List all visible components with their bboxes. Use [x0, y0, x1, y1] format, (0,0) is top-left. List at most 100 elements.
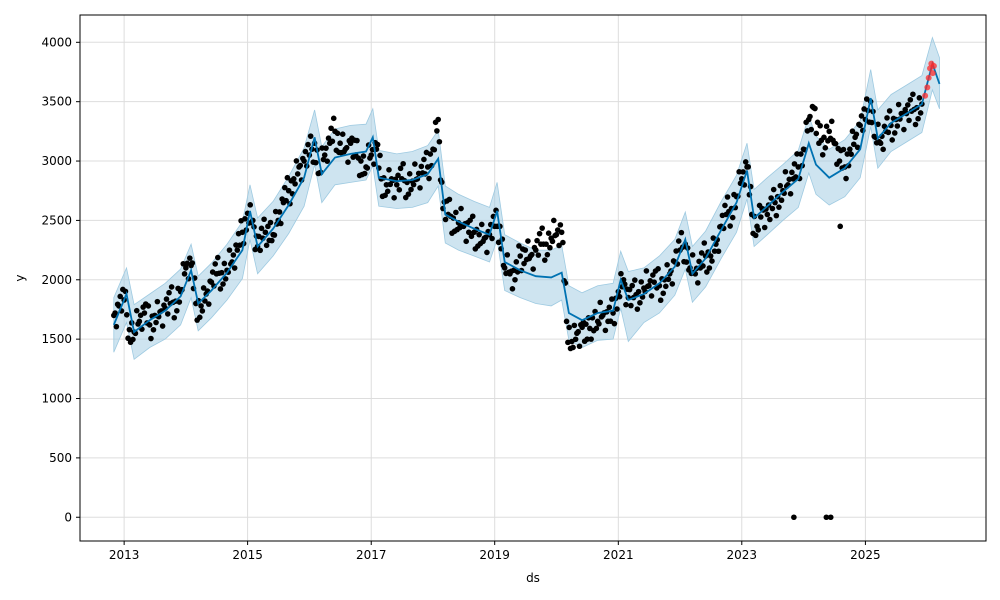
- observed-point: [907, 96, 914, 103]
- observed-point: [660, 290, 667, 297]
- observed-point: [434, 128, 440, 134]
- observed-point: [698, 250, 705, 256]
- outlier-point: [791, 514, 797, 521]
- y-tick-label: 3500: [41, 95, 72, 109]
- observed-point: [513, 259, 520, 265]
- observed-point: [536, 230, 543, 237]
- observed-point: [777, 182, 784, 189]
- observed-point: [742, 159, 749, 165]
- observed-point: [168, 284, 175, 290]
- observed-point: [187, 255, 193, 261]
- observed-point: [729, 214, 736, 221]
- observed-point: [525, 238, 531, 244]
- observed-point: [181, 271, 188, 277]
- recent-point: [924, 84, 931, 91]
- observed-point: [549, 238, 556, 245]
- observed-point: [410, 181, 417, 188]
- observed-point: [387, 181, 394, 188]
- observed-point: [643, 268, 650, 274]
- observed-point: [164, 311, 171, 317]
- observed-point: [889, 137, 896, 143]
- x-tick-label: 2023: [727, 548, 758, 562]
- observed-point: [858, 113, 865, 119]
- observed-point: [901, 126, 907, 133]
- observed-point: [343, 144, 350, 151]
- observed-point: [226, 247, 233, 253]
- observed-point: [130, 336, 136, 343]
- y-tick-label: 2000: [41, 273, 72, 287]
- observed-point: [532, 247, 539, 253]
- observed-point: [572, 336, 579, 343]
- observed-point: [368, 152, 375, 158]
- observed-point: [634, 306, 641, 312]
- observed-point: [113, 323, 120, 330]
- observed-point: [832, 140, 839, 147]
- observed-point: [442, 216, 449, 223]
- observed-point: [776, 204, 782, 210]
- observed-point: [337, 140, 343, 147]
- observed-point: [468, 233, 475, 240]
- observed-point: [912, 121, 919, 128]
- observed-point: [558, 229, 565, 236]
- observed-point: [150, 326, 157, 333]
- observed-point: [602, 327, 609, 334]
- observed-point: [154, 298, 161, 305]
- observed-point: [715, 248, 722, 255]
- observed-point: [910, 91, 916, 98]
- observed-point: [778, 197, 785, 204]
- forecast-line-group: [112, 60, 941, 334]
- observed-point: [704, 269, 710, 275]
- observed-point: [217, 286, 224, 292]
- observed-point: [761, 224, 768, 231]
- observed-point: [501, 265, 508, 271]
- observed-point: [745, 164, 752, 170]
- observed-point: [822, 145, 829, 151]
- observed-point: [547, 244, 553, 251]
- y-axis-label: y: [13, 274, 27, 281]
- observed-point: [436, 138, 443, 145]
- observed-point: [696, 258, 702, 265]
- observed-point: [545, 230, 552, 236]
- observed-point: [530, 266, 536, 272]
- observed-point: [463, 238, 469, 245]
- observed-point: [247, 202, 254, 208]
- observed-point: [112, 310, 118, 316]
- observed-point: [606, 304, 613, 311]
- observed-point: [648, 293, 655, 299]
- observed-point: [877, 140, 884, 147]
- observed-point: [891, 130, 898, 136]
- observed-point: [395, 172, 401, 179]
- x-tick-label: 2025: [850, 548, 881, 562]
- observed-point: [849, 128, 856, 135]
- observed-point: [141, 310, 148, 316]
- observed-point: [345, 159, 351, 166]
- observed-point: [669, 281, 676, 287]
- observed-point: [529, 251, 535, 258]
- observed-point: [853, 131, 860, 138]
- observed-point: [269, 237, 275, 244]
- observed-point: [701, 240, 708, 246]
- observed-point: [146, 322, 153, 328]
- observed-point: [736, 168, 742, 175]
- observed-point: [153, 319, 159, 326]
- observed-point: [271, 232, 278, 238]
- observed-point: [176, 299, 183, 305]
- observed-point: [596, 321, 602, 327]
- observed-point: [446, 196, 453, 203]
- observed-point: [302, 148, 309, 155]
- observed-point: [544, 251, 551, 258]
- observed-point: [476, 231, 482, 238]
- observed-point: [767, 216, 773, 223]
- observed-point: [202, 298, 208, 304]
- observed-point: [711, 248, 718, 254]
- observed-point: [623, 301, 629, 308]
- observed-point: [234, 247, 241, 253]
- observed-point: [880, 146, 886, 153]
- observed-point: [706, 265, 713, 271]
- observed-point: [371, 161, 377, 167]
- observed-point: [740, 169, 746, 175]
- observed-point: [301, 158, 307, 164]
- observed-point: [517, 253, 524, 259]
- observed-point: [722, 202, 728, 209]
